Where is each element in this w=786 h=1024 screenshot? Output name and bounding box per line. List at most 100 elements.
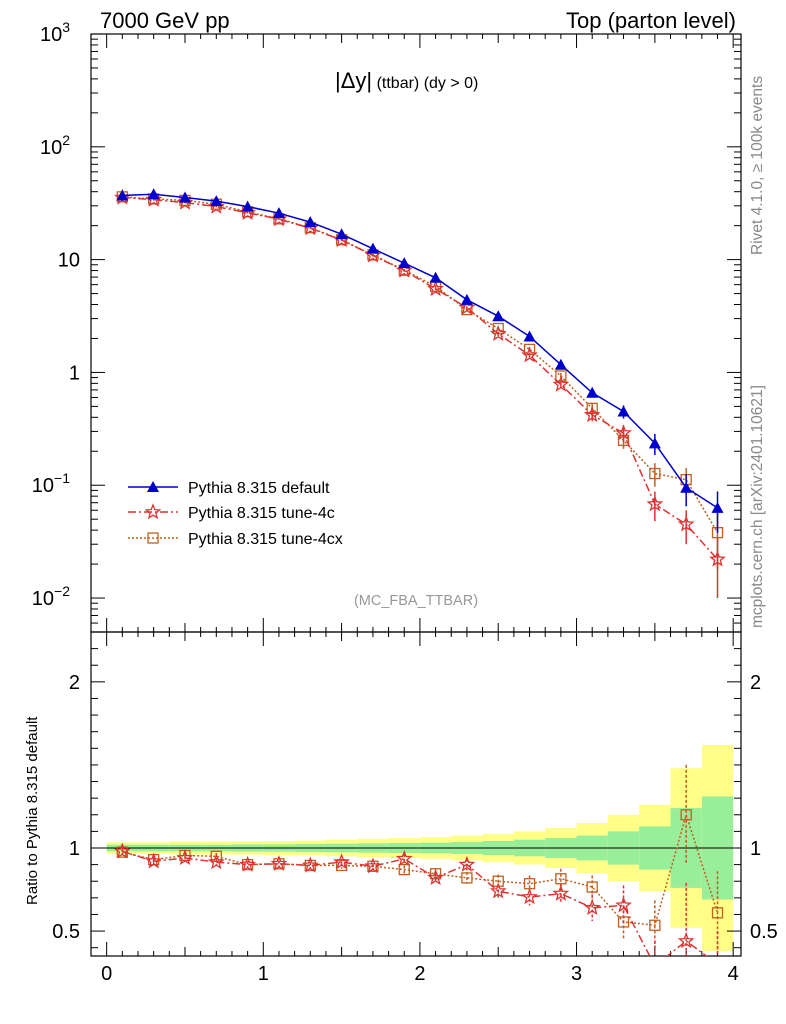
y-tick-exp: 3 [62,19,70,35]
series-point [648,437,661,449]
ratio-line-0 [122,850,708,956]
legend-item-tune4cx: Pythia 8.315 tune-4cx [128,531,343,548]
series-point [646,495,664,512]
x-tick-label: 1 [258,963,269,985]
plot-title: |Δy| (ttbar) (dy > 0) [335,68,478,93]
series-point [583,406,601,423]
series-point [680,481,693,493]
ratio-y-tick-label-left: 1 [69,838,80,860]
y-tick-label: 1 [69,362,80,384]
series-point [272,207,285,219]
ratio-point [270,854,288,871]
series-point [521,346,538,363]
plot-title-main: |Δy| [335,68,372,93]
ratio-point [552,884,570,901]
header-right: Top (parton level) [566,8,736,33]
series-point [615,424,632,441]
ratio-point [649,919,661,931]
plot-title-sub: (ttbar) (dy > 0) [372,75,478,92]
ratio-point [427,869,444,886]
series-point [492,310,505,322]
y-tick-exp: −2 [54,583,70,599]
series-point [489,324,507,341]
series-point [523,330,536,342]
ratio-y-tick-label-left: 0.5 [52,921,80,943]
series-point [304,216,317,228]
ratio-point [461,872,473,884]
series-point [677,515,695,532]
ratio-point [711,907,724,919]
ratio-plot: 0 1 2 3 4 0.5 0.5 1 1 2 2 [52,631,778,985]
legend-marker-tune4cx [147,532,159,544]
y-tick-label: 10−2 [32,583,70,610]
y-tick-exp: −1 [54,470,70,486]
legend: Pythia 8.315 default Pythia 8.315 tune-4… [128,480,343,548]
y-tick-base: 10 [58,250,80,272]
series-point [460,293,473,305]
x-tick-label: 2 [414,963,425,985]
ratio-ylabel: Ratio to Pythia 8.315 default [24,716,41,905]
ratio-y-tick-label-right: 1 [750,838,761,860]
ratio-point [364,857,382,874]
ratio-y-tick-label-left: 2 [69,672,80,694]
x-tick-label: 4 [728,963,739,985]
legend-item-default: Pythia 8.315 default [128,480,330,497]
ratio-point [239,855,257,872]
ratio-point [398,863,410,876]
series-point [709,550,726,567]
series-point [145,190,162,207]
ratio-point [648,959,661,972]
ratio-point [114,842,131,859]
ratio-point [615,896,632,913]
series-point [586,386,599,398]
ratio-frame [90,631,742,957]
ratio-point [458,855,476,872]
ratio-point [207,853,225,870]
ratio-y-tick-label-right: 2 [750,672,761,694]
y-tick-label: 10 [58,250,80,272]
ratio-point [677,932,695,949]
series-point [241,200,254,212]
series-point [398,257,411,269]
y-tick-label: 10−1 [32,470,70,497]
y-tick-base: 10 [32,475,54,497]
series-point [427,280,444,297]
legend-marker-default [147,481,159,492]
ratio-point [333,853,350,870]
y-tick-base: 10 [40,137,62,159]
y-tick-base: 10 [32,588,54,610]
y-tick-base: 1 [69,362,80,384]
mcplots-label: mcplots.cern.ch [arXiv:2401.10621] [749,385,766,628]
series-point [711,501,724,513]
series-point [147,188,160,200]
header-left: 7000 GeV pp [100,8,230,33]
series-point [335,228,348,240]
ratio-point [395,849,413,866]
ratio-point [521,888,538,905]
series-point [178,191,191,203]
rivet-label: Rivet 4.1.0, ≥ 100k events [749,76,766,255]
y-tick-base: 10 [40,24,62,46]
ratio-point [176,849,194,866]
series-point [552,375,570,392]
x-tick-label: 3 [571,963,582,985]
ratio-point [145,852,163,869]
series-line-2 [122,196,719,533]
series-point [395,261,413,278]
ratio-point [680,809,692,821]
series-point [210,195,223,207]
legend-label-tune4c: Pythia 8.315 tune-4c [188,505,335,522]
series-point [429,271,442,283]
ratio-y-tick-label-right: 0.5 [750,921,778,943]
series-point [366,242,379,254]
series-point [176,193,194,210]
ratio-series-0 [114,842,719,972]
legend-label-default: Pythia 8.315 default [188,480,330,497]
series-point [554,358,567,370]
ratio-point [489,882,507,899]
y-tick-label: 102 [40,132,70,159]
y-tick-exp: 2 [62,132,70,148]
series-point [458,298,476,315]
ratio-point [583,899,601,915]
